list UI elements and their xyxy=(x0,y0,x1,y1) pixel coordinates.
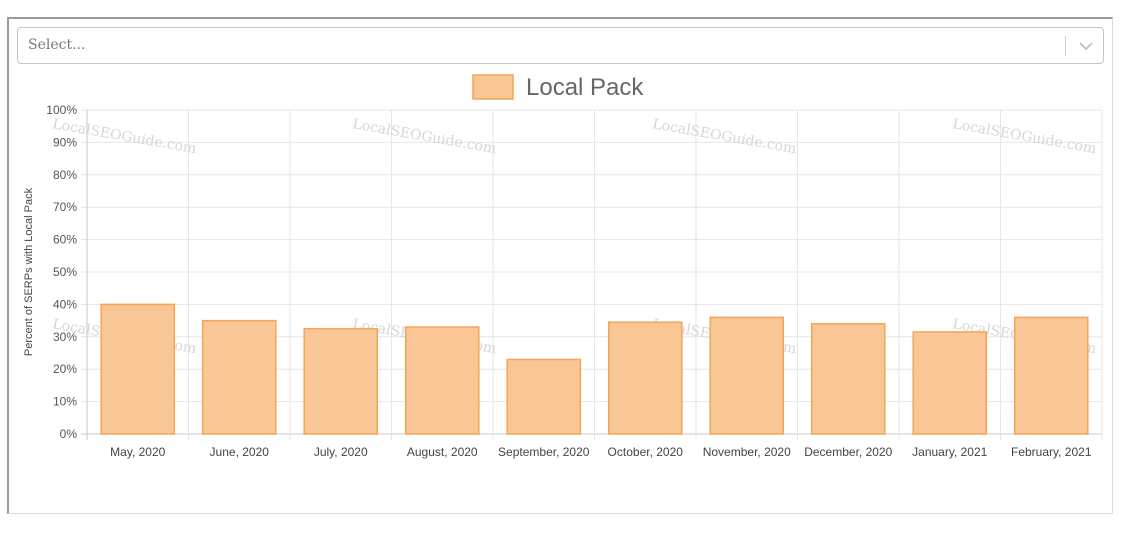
y-tick-label: 70% xyxy=(53,200,77,214)
bar xyxy=(404,326,480,435)
y-tick-label: 30% xyxy=(53,330,77,344)
y-axis-label: Percent of SERPs with Local Pack xyxy=(23,187,35,356)
y-tick-label: 20% xyxy=(53,362,77,376)
watermark-text: LocalSEOGuide.com xyxy=(951,116,1097,157)
chart-select-dropdown[interactable]: Select... xyxy=(17,27,1104,64)
x-tick-label: May, 2020 xyxy=(110,445,165,459)
x-tick-label: November, 2020 xyxy=(703,445,791,459)
watermark-text: LocalSEOGuide.com xyxy=(651,116,797,157)
x-tick-label: January, 2021 xyxy=(912,445,987,459)
bar xyxy=(201,319,277,435)
bar xyxy=(709,316,785,435)
x-tick-label: September, 2020 xyxy=(498,445,590,459)
y-tick-label: 90% xyxy=(53,135,77,149)
x-tick-label: August, 2020 xyxy=(407,445,478,459)
x-tick-label: February, 2021 xyxy=(1011,445,1092,459)
bar xyxy=(607,321,683,435)
bar xyxy=(506,358,582,435)
x-tick-label: July, 2020 xyxy=(314,445,368,459)
y-tick-label: 10% xyxy=(53,395,77,409)
bar xyxy=(912,331,988,435)
bar xyxy=(1013,316,1089,435)
y-tick-label: 80% xyxy=(53,168,77,182)
chevron-down-icon[interactable] xyxy=(1077,38,1095,54)
legend-label: Local Pack xyxy=(526,74,644,101)
bar xyxy=(303,327,379,435)
bar xyxy=(100,303,176,435)
y-tick-label: 100% xyxy=(46,103,77,117)
y-tick-label: 0% xyxy=(60,427,78,441)
legend-swatch xyxy=(472,74,514,100)
select-placeholder: Select... xyxy=(28,37,86,53)
y-tick-label: 50% xyxy=(53,265,77,279)
x-tick-label: June, 2020 xyxy=(210,445,270,459)
select-separator xyxy=(1065,36,1066,56)
chart-panel xyxy=(7,17,1113,514)
x-tick-label: October, 2020 xyxy=(608,445,684,459)
y-tick-label: 60% xyxy=(53,233,77,247)
watermark-text: LocalSEOGuide.com xyxy=(351,116,497,157)
y-tick-label: 40% xyxy=(53,297,77,311)
bar xyxy=(810,323,886,435)
x-tick-label: December, 2020 xyxy=(804,445,892,459)
